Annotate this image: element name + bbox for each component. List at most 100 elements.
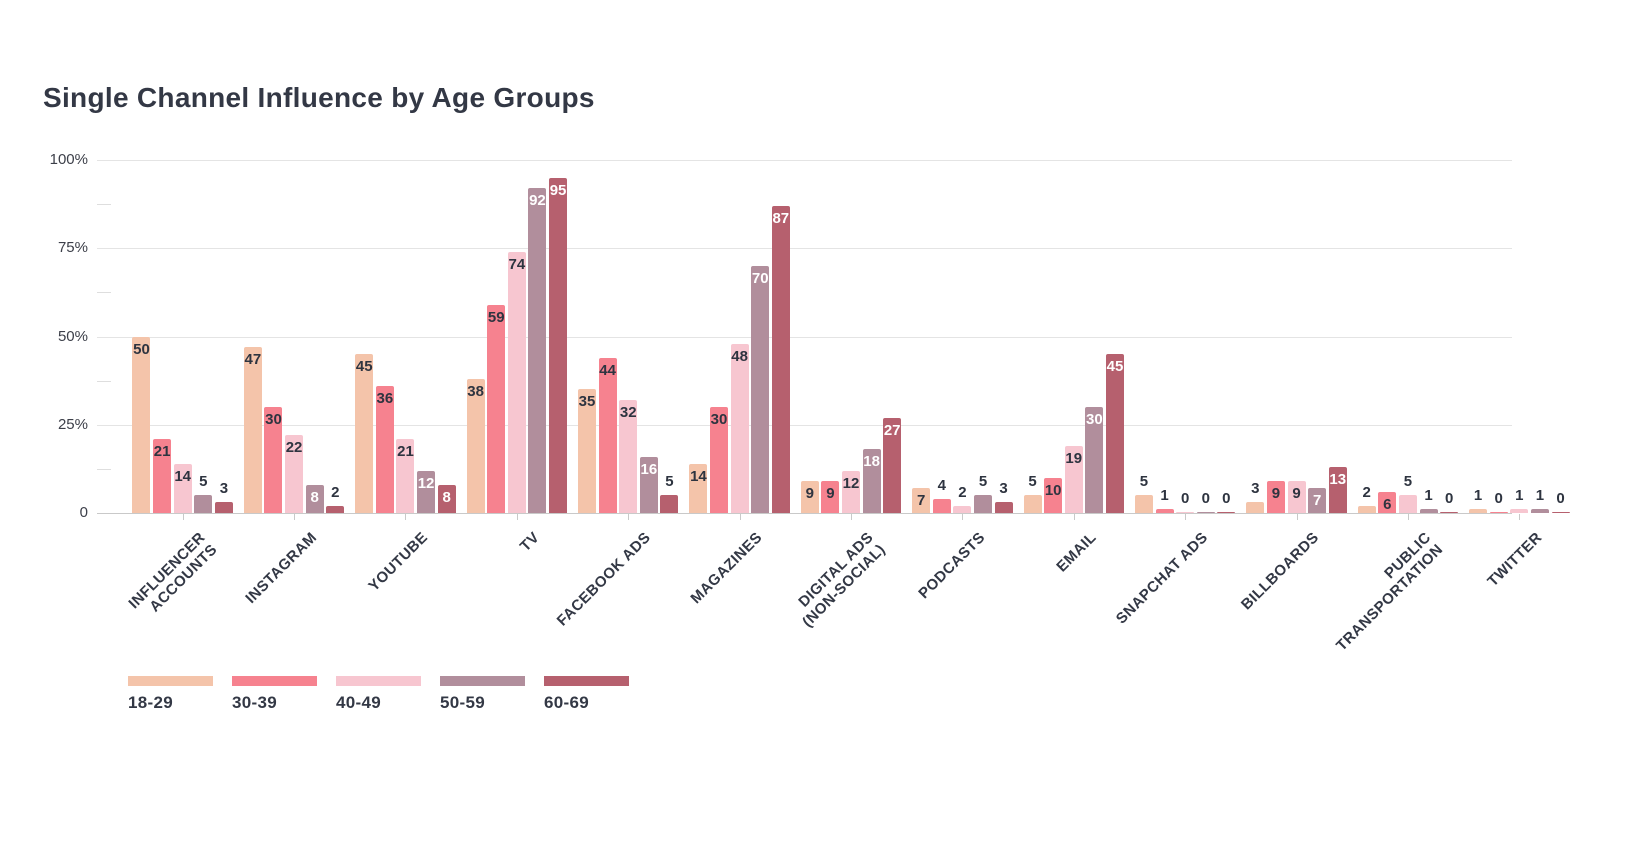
bar-40-49-9 bbox=[1064, 445, 1083, 513]
bar-value-label: 44 bbox=[599, 361, 616, 379]
bar-value-label: 3 bbox=[999, 480, 1008, 498]
bar-60-69-9 bbox=[1105, 354, 1124, 513]
bar-value-label: 32 bbox=[619, 404, 637, 422]
bar-value-label: 5 bbox=[1139, 473, 1149, 491]
bar-value-label: 13 bbox=[1329, 471, 1347, 489]
bar-value-label: 19 bbox=[1065, 449, 1083, 467]
bar-value-label: 0 bbox=[1222, 489, 1231, 507]
bar-18-29-5 bbox=[578, 389, 597, 513]
bar-50-59-2 bbox=[305, 484, 324, 513]
bar-value-label: 47 bbox=[244, 351, 262, 369]
legend-item-40-49: 40-49 bbox=[336, 676, 421, 713]
bar-value-label: 87 bbox=[772, 209, 790, 227]
bar-40-49-8 bbox=[953, 505, 972, 513]
bar-value-label: 1 bbox=[1160, 487, 1169, 505]
bar-18-29-10 bbox=[1134, 495, 1153, 513]
bar-value-label: 45 bbox=[1106, 358, 1124, 376]
bar-60-69-3 bbox=[437, 484, 456, 513]
bar-50-59-1 bbox=[194, 495, 213, 513]
bar-40-49-7 bbox=[842, 470, 860, 513]
bar-value-label: 5 bbox=[1028, 473, 1037, 491]
bar-60-69-11 bbox=[1328, 467, 1347, 513]
bar-60-69-4 bbox=[549, 177, 568, 513]
legend-label: 50-59 bbox=[440, 693, 485, 712]
bar-value-label: 1 bbox=[1535, 487, 1545, 505]
x-axis-tick bbox=[1407, 514, 1409, 520]
x-axis-tick bbox=[628, 514, 630, 520]
legend-label: 60-69 bbox=[544, 693, 589, 712]
bar-value-label: 30 bbox=[265, 411, 282, 429]
category-label-10: SNAPCHAT ADS bbox=[1112, 529, 1212, 628]
bar-30-39-1 bbox=[153, 438, 172, 513]
x-axis-tick bbox=[294, 514, 296, 520]
x-axis-tick bbox=[405, 514, 407, 520]
bar-value-label: 0 bbox=[1444, 489, 1454, 507]
x-axis-tick bbox=[851, 514, 852, 520]
bar-18-29-1 bbox=[132, 336, 151, 513]
x-axis-tick bbox=[1519, 514, 1521, 520]
bar-18-29-7 bbox=[800, 481, 819, 513]
category-label-4: TV bbox=[516, 529, 543, 556]
x-axis-tick bbox=[516, 514, 518, 520]
bar-value-label: 70 bbox=[751, 269, 769, 287]
bar-value-label: 7 bbox=[1312, 492, 1322, 510]
bar-value-label: 8 bbox=[310, 488, 319, 506]
bar-value-label: 1 bbox=[1515, 487, 1524, 505]
x-axis-tick bbox=[739, 514, 741, 520]
bar-18-29-4 bbox=[466, 378, 485, 513]
bar-30-39-12 bbox=[1378, 491, 1397, 513]
bar-18-29-8 bbox=[912, 488, 931, 513]
bar-value-label: 3 bbox=[219, 480, 229, 498]
bar-value-label: 2 bbox=[958, 483, 967, 501]
bar-value-label: 38 bbox=[467, 382, 484, 400]
bar-value-label: 9 bbox=[805, 485, 814, 503]
legend-swatch bbox=[128, 676, 213, 686]
category-label-13: TWITTER bbox=[1484, 529, 1546, 591]
bar-40-49-12 bbox=[1398, 495, 1417, 513]
y-minor-tick bbox=[97, 468, 111, 470]
bar-value-label: 22 bbox=[285, 439, 303, 457]
bar-50-59-12 bbox=[1419, 509, 1438, 513]
bar-60-69-5 bbox=[660, 495, 679, 513]
bar-value-label: 5 bbox=[1403, 473, 1413, 491]
category-label-3: YOUTUBE bbox=[365, 529, 432, 595]
bar-value-label: 35 bbox=[578, 393, 596, 411]
bar-value-label: 12 bbox=[842, 474, 860, 492]
bar-18-29-11 bbox=[1246, 502, 1265, 513]
legend-swatch bbox=[232, 676, 317, 686]
bar-30-39-4 bbox=[487, 304, 506, 513]
chart-title: Single Channel Influence by Age Groups bbox=[43, 82, 595, 113]
legend-swatch bbox=[544, 676, 629, 686]
bar-60-69-8 bbox=[994, 502, 1013, 513]
y-tick-label: 25% bbox=[57, 415, 88, 433]
bar-50-59-9 bbox=[1085, 407, 1104, 513]
legend-label: 40-49 bbox=[336, 693, 381, 712]
bar-60-69-13 bbox=[1551, 511, 1570, 513]
bar-50-59-6 bbox=[751, 265, 770, 513]
legend-item-18-29: 18-29 bbox=[128, 676, 213, 713]
x-axis-tick bbox=[1185, 514, 1187, 520]
bar-value-label: 6 bbox=[1383, 495, 1392, 513]
bar-40-49-10 bbox=[1176, 511, 1195, 513]
bar-30-39-9 bbox=[1044, 477, 1063, 513]
bar-value-label: 1 bbox=[1424, 487, 1433, 505]
bar-value-label: 5 bbox=[665, 473, 674, 491]
legend-swatch bbox=[440, 676, 525, 686]
bar-30-39-10 bbox=[1155, 509, 1174, 513]
bar-30-39-2 bbox=[264, 407, 283, 513]
bar-40-49-1 bbox=[173, 463, 192, 513]
bar-60-69-2 bbox=[326, 505, 345, 513]
bar-value-label: 7 bbox=[917, 492, 926, 510]
bar-value-label: 74 bbox=[508, 255, 526, 273]
x-axis-tick bbox=[962, 514, 964, 520]
legend-item-60-69: 60-69 bbox=[544, 676, 629, 713]
bar-value-label: 5 bbox=[978, 473, 988, 491]
bar-value-label: 0 bbox=[1201, 489, 1210, 507]
bar-value-label: 4 bbox=[937, 476, 946, 494]
bar-value-label: 21 bbox=[397, 442, 414, 460]
bar-60-69-10 bbox=[1217, 511, 1236, 513]
bar-value-label: 27 bbox=[883, 421, 901, 439]
bar-30-39-7 bbox=[821, 481, 840, 513]
legend-item-50-59: 50-59 bbox=[440, 676, 525, 713]
bar-value-label: 2 bbox=[1362, 483, 1371, 501]
